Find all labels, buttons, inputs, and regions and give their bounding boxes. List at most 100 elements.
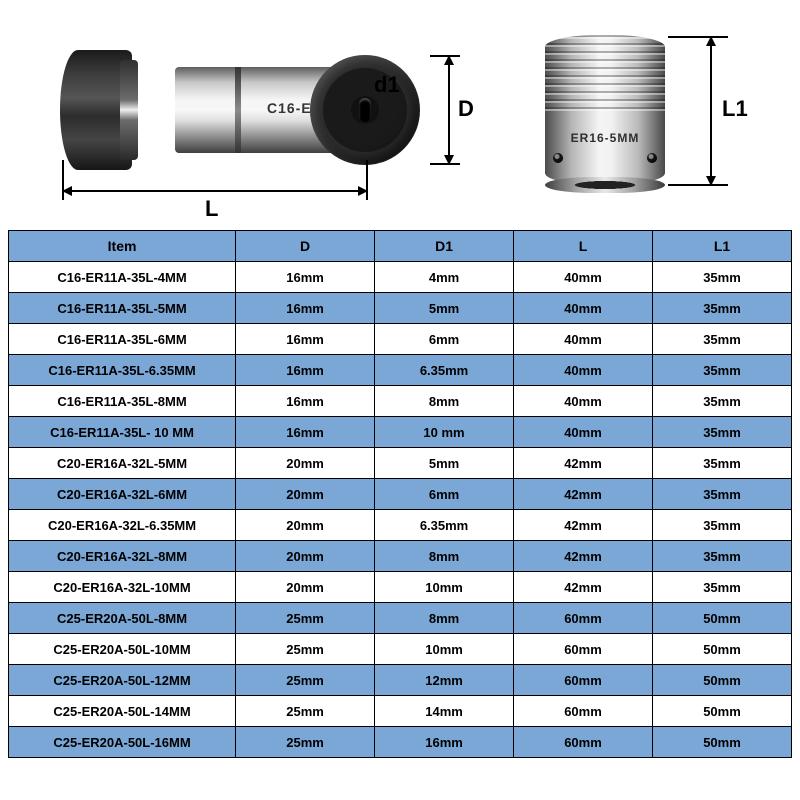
cell-value: 60mm bbox=[514, 603, 653, 634]
table-row: C25-ER20A-50L-12MM25mm12mm60mm50mm bbox=[9, 665, 792, 696]
cell-item: C20-ER16A-32L-10MM bbox=[9, 572, 236, 603]
cell-item: C16-ER11A-35L-6MM bbox=[9, 324, 236, 355]
cell-value: 8mm bbox=[375, 386, 514, 417]
cell-value: 12mm bbox=[375, 665, 514, 696]
cell-value: 50mm bbox=[652, 603, 791, 634]
cell-value: 60mm bbox=[514, 696, 653, 727]
cell-value: 10 mm bbox=[375, 417, 514, 448]
table-header-row: Item D D1 L L1 bbox=[9, 231, 792, 262]
table-row: C25-ER20A-50L-14MM25mm14mm60mm50mm bbox=[9, 696, 792, 727]
cell-value: 50mm bbox=[652, 665, 791, 696]
cell-value: 6.35mm bbox=[375, 510, 514, 541]
table-row: C25-ER20A-50L-16MM25mm16mm60mm50mm bbox=[9, 727, 792, 758]
arrow-D-up-icon bbox=[444, 55, 454, 65]
thread-zone bbox=[545, 35, 665, 113]
cell-value: 50mm bbox=[652, 727, 791, 758]
cell-value: 16mm bbox=[236, 355, 375, 386]
cell-value: 14mm bbox=[375, 696, 514, 727]
cell-value: 42mm bbox=[514, 479, 653, 510]
table-row: C16-ER11A-35L-5MM16mm5mm40mm35mm bbox=[9, 293, 792, 324]
cell-item: C20-ER16A-32L-6.35MM bbox=[9, 510, 236, 541]
cell-value: 35mm bbox=[652, 324, 791, 355]
cell-value: 35mm bbox=[652, 479, 791, 510]
col-header-D1: D1 bbox=[375, 231, 514, 262]
cell-value: 35mm bbox=[652, 262, 791, 293]
cell-item: C16-ER11A-35L-4MM bbox=[9, 262, 236, 293]
cell-item: C20-ER16A-32L-5MM bbox=[9, 448, 236, 479]
cell-value: 20mm bbox=[236, 572, 375, 603]
arrow-L1-up-icon bbox=[706, 36, 716, 46]
table-row: C25-ER20A-50L-10MM25mm10mm60mm50mm bbox=[9, 634, 792, 665]
cell-value: 40mm bbox=[514, 386, 653, 417]
cell-value: 20mm bbox=[236, 448, 375, 479]
cell-value: 5mm bbox=[375, 293, 514, 324]
cell-value: 6mm bbox=[375, 479, 514, 510]
cell-value: 6mm bbox=[375, 324, 514, 355]
cell-item: C25-ER20A-50L-16MM bbox=[9, 727, 236, 758]
cell-value: 42mm bbox=[514, 572, 653, 603]
arrow-L-right-icon bbox=[358, 186, 368, 196]
spec-table-container: Item D D1 L L1 C16-ER11A-35L-4MM16mm4mm4… bbox=[8, 230, 792, 758]
cell-value: 16mm bbox=[236, 417, 375, 448]
cell-value: 40mm bbox=[514, 324, 653, 355]
dimension-label-L1: L1 bbox=[722, 96, 748, 122]
table-row: C20-ER16A-32L-5MM20mm5mm42mm35mm bbox=[9, 448, 792, 479]
cell-value: 20mm bbox=[236, 510, 375, 541]
cell-item: C16-ER11A-35L- 10 MM bbox=[9, 417, 236, 448]
col-header-D: D bbox=[236, 231, 375, 262]
cell-value: 60mm bbox=[514, 634, 653, 665]
cell-item: C16-ER11A-35L-5MM bbox=[9, 293, 236, 324]
ext-line-L1-top bbox=[668, 36, 728, 38]
cell-value: 40mm bbox=[514, 262, 653, 293]
cell-value: 60mm bbox=[514, 665, 653, 696]
cell-item: C20-ER16A-32L-6MM bbox=[9, 479, 236, 510]
cell-value: 25mm bbox=[236, 696, 375, 727]
arrow-L-left-icon bbox=[62, 186, 72, 196]
col-header-L1: L1 bbox=[652, 231, 791, 262]
col-header-item: Item bbox=[9, 231, 236, 262]
diagram-area: C16-ER11-4 d1 D L ER16-5MM bbox=[0, 0, 800, 230]
cell-value: 35mm bbox=[652, 386, 791, 417]
cell-value: 35mm bbox=[652, 417, 791, 448]
cell-value: 8mm bbox=[375, 603, 514, 634]
table-row: C16-ER11A-35L- 10 MM16mm10 mm40mm35mm bbox=[9, 417, 792, 448]
cell-value: 16mm bbox=[236, 293, 375, 324]
cell-value: 25mm bbox=[236, 634, 375, 665]
table-row: C16-ER11A-35L-8MM16mm8mm40mm35mm bbox=[9, 386, 792, 417]
arrow-L1-down-icon bbox=[706, 176, 716, 186]
collet-face bbox=[310, 55, 420, 165]
cell-value: 42mm bbox=[514, 510, 653, 541]
cell-value: 25mm bbox=[236, 727, 375, 758]
cell-value: 10mm bbox=[375, 572, 514, 603]
cell-item: C20-ER16A-32L-8MM bbox=[9, 541, 236, 572]
spec-table: Item D D1 L L1 C16-ER11A-35L-4MM16mm4mm4… bbox=[8, 230, 792, 758]
cell-value: 50mm bbox=[652, 696, 791, 727]
cell-item: C25-ER20A-50L-10MM bbox=[9, 634, 236, 665]
cell-item: C16-ER11A-35L-6.35MM bbox=[9, 355, 236, 386]
cell-value: 35mm bbox=[652, 572, 791, 603]
cell-value: 40mm bbox=[514, 417, 653, 448]
cell-value: 20mm bbox=[236, 479, 375, 510]
cell-value: 42mm bbox=[514, 448, 653, 479]
cell-value: 35mm bbox=[652, 355, 791, 386]
ext-line-L1-bot bbox=[668, 184, 728, 186]
dim-line-D bbox=[448, 55, 450, 165]
table-row: C25-ER20A-50L-8MM25mm8mm60mm50mm bbox=[9, 603, 792, 634]
cell-value: 8mm bbox=[375, 541, 514, 572]
cell-value: 35mm bbox=[652, 448, 791, 479]
dimension-label-D: D bbox=[458, 96, 474, 122]
cell-value: 16mm bbox=[375, 727, 514, 758]
cell-value: 25mm bbox=[236, 603, 375, 634]
dim-line-L1 bbox=[710, 36, 712, 186]
col-header-L: L bbox=[514, 231, 653, 262]
setscrew-left bbox=[553, 153, 563, 163]
table-row: C16-ER11A-35L-6MM16mm6mm40mm35mm bbox=[9, 324, 792, 355]
cell-item: C25-ER20A-50L-8MM bbox=[9, 603, 236, 634]
collet-nut bbox=[60, 50, 132, 170]
table-row: C20-ER16A-32L-10MM20mm10mm42mm35mm bbox=[9, 572, 792, 603]
table-row: C20-ER16A-32L-8MM20mm8mm42mm35mm bbox=[9, 541, 792, 572]
cell-value: 50mm bbox=[652, 634, 791, 665]
setscrew-right bbox=[647, 153, 657, 163]
cell-value: 60mm bbox=[514, 727, 653, 758]
cell-item: C25-ER20A-50L-12MM bbox=[9, 665, 236, 696]
